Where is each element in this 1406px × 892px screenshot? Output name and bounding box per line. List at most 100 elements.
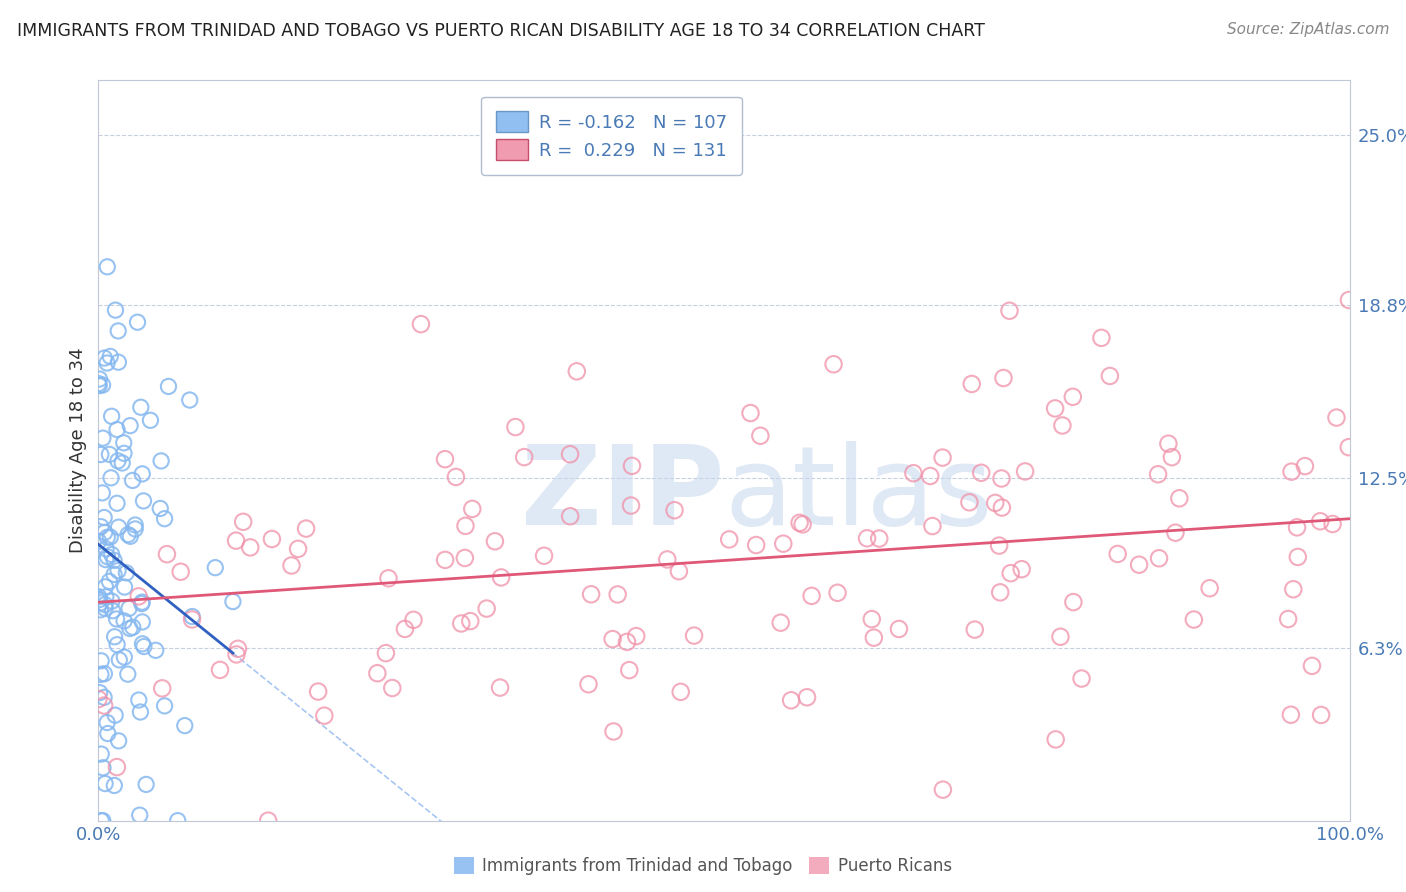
Point [970,466,993,480]
Point [1090,331,1112,345]
Point [903,466,925,480]
Point [149,501,172,516]
Point [239,541,262,555]
Point [135,777,157,791]
Point [960,376,983,391]
Point [683,629,706,643]
Point [111,456,134,470]
Point [988,539,1011,553]
Point [128,808,150,822]
Point [89,603,111,617]
Point [112,650,135,665]
Point [91,431,114,445]
Point [668,564,690,578]
Point [993,371,1015,385]
Point [93,690,115,705]
Point [104,708,127,723]
Point [745,538,768,552]
Point [505,420,527,434]
Point [1098,368,1121,383]
Point [789,516,811,530]
Point [157,379,180,393]
Point [287,541,309,556]
Point [669,685,692,699]
Point [94,541,117,556]
Text: Source: ZipAtlas.com: Source: ZipAtlas.com [1226,22,1389,37]
Point [105,423,128,437]
Point [166,814,188,828]
Point [560,509,582,524]
Point [131,637,153,651]
Point [153,511,176,525]
Point [1160,450,1182,465]
Point [121,620,143,634]
Point [377,571,399,585]
Point [129,705,152,719]
Point [434,452,457,467]
Point [998,303,1021,318]
Text: ZIP: ZIP [520,442,724,549]
Point [931,450,953,465]
Point [94,590,117,604]
Point [1309,514,1331,528]
Point [458,614,481,628]
Point [100,409,122,424]
Point [208,663,231,677]
Point [90,519,112,533]
Point [91,814,114,828]
Point [98,350,121,364]
Point [104,303,127,318]
Point [827,586,849,600]
Point [454,519,477,533]
Point [181,612,204,626]
Point [394,622,416,636]
Point [226,641,249,656]
Point [90,654,112,668]
Point [1182,613,1205,627]
Point [91,761,114,775]
Point [107,454,129,468]
Point [96,260,118,274]
Point [121,474,143,488]
Point [179,392,201,407]
Point [280,558,302,573]
Point [107,355,129,369]
Point [103,553,125,567]
Point [97,726,120,740]
Point [156,547,179,561]
Point [780,693,803,707]
Point [984,496,1007,510]
Point [1286,520,1309,534]
Point [117,527,139,541]
Point [800,589,823,603]
Point [103,779,125,793]
Point [204,560,226,574]
Point [115,566,138,580]
Point [565,364,588,378]
Point [792,517,814,532]
Point [1045,732,1067,747]
Point [104,630,127,644]
Point [1282,582,1305,597]
Point [105,638,128,652]
Point [769,615,792,630]
Point [957,495,980,509]
Point [1157,436,1180,450]
Point [740,406,762,420]
Point [772,537,794,551]
Point [170,565,193,579]
Point [461,502,484,516]
Point [105,496,128,510]
Point [129,401,152,415]
Point [225,533,247,548]
Point [117,667,139,681]
Point [823,357,845,371]
Point [1281,465,1303,479]
Point [128,693,150,707]
Point [620,458,643,473]
Point [87,534,110,549]
Y-axis label: Disability Age 18 to 34: Disability Age 18 to 34 [69,348,87,553]
Point [1322,516,1344,531]
Point [98,530,121,544]
Point [1147,467,1170,482]
